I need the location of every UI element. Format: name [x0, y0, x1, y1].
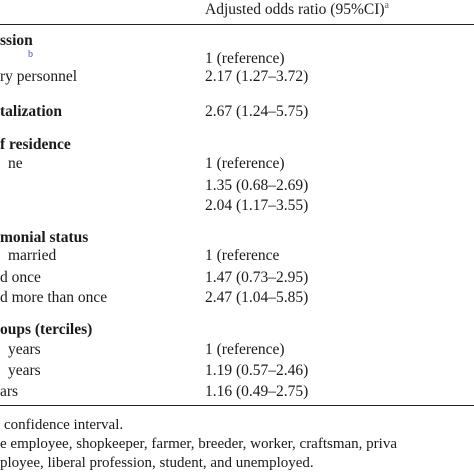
row-label-text: monial status: [0, 229, 89, 246]
footnote: confidence interval.: [4, 417, 124, 433]
row-value: 2.67 (1.24–5.75): [205, 103, 309, 120]
row-label-text: f residence: [0, 136, 71, 153]
row-label: years: [8, 341, 41, 359]
row-label-text: ry personnel: [0, 68, 78, 85]
row-label: ssion: [0, 32, 33, 50]
footnote: e employee, shopkeeper, farmer, breeder,…: [0, 436, 397, 452]
header-sup: a: [384, 0, 389, 11]
row-value: 1.47 (0.73–2.95): [205, 269, 309, 286]
row-label: married: [8, 247, 56, 265]
row-label-text: oups (terciles): [0, 321, 93, 338]
row-label-text: years: [8, 362, 41, 379]
row-value: 1 (reference): [205, 50, 285, 67]
row-label: ars: [0, 383, 18, 401]
row-label: ry personnel: [0, 68, 77, 86]
row-label: years: [8, 362, 41, 380]
row-value: 1 (reference): [205, 155, 285, 172]
row-label-text: ars: [0, 383, 19, 400]
row-value: 2.04 (1.17–3.55): [205, 197, 309, 214]
header-rule: [0, 24, 474, 25]
column-header: Adjusted odds ratio (95%CI)a: [205, 1, 389, 19]
row-label-text: ssion: [0, 32, 33, 49]
row-label: talization: [0, 103, 62, 121]
footnote: ployee, liberal profession, student, and…: [0, 455, 314, 471]
row-label-text: d once: [0, 269, 41, 286]
header-label: Adjusted odds ratio (95%CI): [205, 1, 385, 18]
row-value: 2.17 (1.27–3.72): [205, 68, 309, 85]
row-label: monial status: [0, 229, 88, 247]
row-value: 2.47 (1.04–5.85): [205, 289, 309, 306]
row-label: f residence: [0, 136, 71, 154]
row-label: ne: [8, 155, 23, 173]
row-label-text: ne: [8, 155, 23, 172]
bottom-rule: [0, 405, 474, 406]
row-value: 1.35 (0.68–2.69): [205, 177, 309, 194]
row-value: 1 (reference: [205, 247, 280, 264]
row-sup: b: [28, 49, 33, 60]
row-label: d more than once: [0, 289, 107, 307]
row-label-text: years: [8, 341, 41, 358]
row-value: 1 (reference): [205, 341, 285, 358]
row-label-text: talization: [0, 103, 62, 120]
row-label: oups (terciles): [0, 321, 92, 339]
row-value: 1.16 (0.49–2.75): [205, 383, 309, 400]
row-label-text: d more than once: [0, 289, 108, 306]
row-label: d once: [0, 269, 41, 287]
row-label-text: married: [8, 247, 57, 264]
row-value: 1.19 (0.57–2.46): [205, 362, 309, 379]
row-label: b: [28, 50, 33, 68]
